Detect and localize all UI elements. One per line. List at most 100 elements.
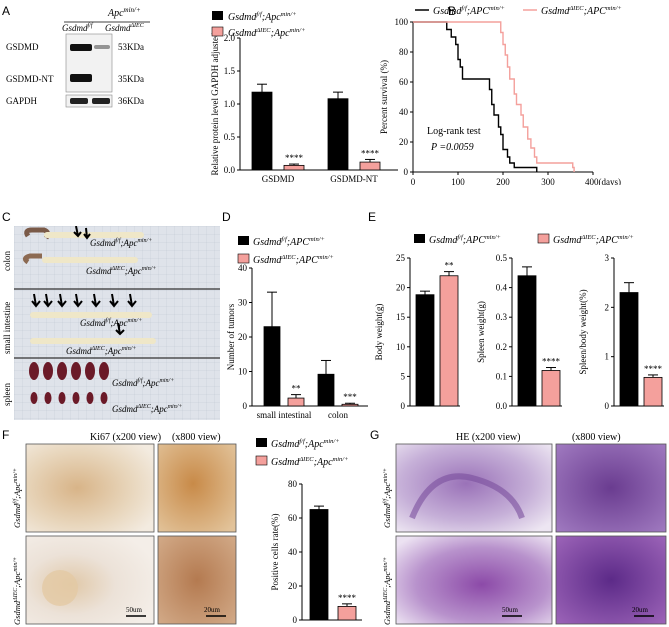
b-legend-iec: GsdmdΔIEC;APCmin/+	[541, 5, 622, 17]
panel-letter-a: A	[2, 4, 11, 18]
d-bar-1-1	[341, 403, 359, 407]
a-bar-1-0	[327, 98, 349, 171]
arrow-icon	[57, 293, 67, 308]
a-legend-iec: GsdmdΔIEC;Apcmin/+	[228, 27, 305, 39]
panel-letter-f: F	[2, 428, 10, 442]
e1-y-tick-label: 0.3	[496, 312, 508, 322]
chart-survival: 0 20 40 60 80 100 Percent survival (%) 0 100 200 3…	[379, 5, 622, 185]
ki67-ff-x200-image	[25, 443, 155, 533]
arrow-icon	[83, 227, 91, 240]
e2-bar-0	[619, 292, 639, 407]
e2-bar-1	[643, 376, 663, 407]
e1-y-tick-label: 0.0	[496, 401, 508, 411]
e0-y-tick-label: 15	[396, 312, 406, 322]
d-x-tick-label: small intestinal	[257, 410, 312, 420]
he-ff-x800-image	[555, 443, 667, 533]
e0-y-tick-label: 25	[396, 253, 406, 263]
panel-letter-d: D	[222, 210, 231, 224]
a-significance-label: ****	[285, 153, 304, 163]
f-y-tick-label: 0	[293, 615, 298, 625]
small-intestine-tissue-2	[30, 338, 156, 344]
e1-significance-label: ****	[542, 357, 561, 367]
panel-letter-c: C	[2, 210, 11, 224]
intestine-label-ff: Gsdmdf/f;Apcmin/+	[80, 317, 142, 328]
band-size-53: 53KDa	[118, 42, 144, 52]
b-y-tick-label: 60	[399, 77, 409, 87]
a-x-tick-label: GSDMD-NT	[330, 174, 378, 184]
d-y-tick-label: 0	[243, 401, 248, 411]
band-label-gsdmd-nt: GSDMD-NT	[6, 74, 54, 84]
tissue-row-labels: colon small intestine spleen	[2, 251, 12, 406]
band-size-36: 36KDa	[118, 96, 144, 106]
f-y-tick-label: 20	[288, 581, 298, 591]
d-y-tick-label: 30	[238, 298, 248, 308]
b-y-tick-label: 0	[404, 167, 409, 177]
e1-bar-1	[541, 370, 561, 407]
e2-y-tick-label: 3	[605, 253, 610, 263]
a-y-tick-label: 0.0	[224, 165, 236, 175]
scale-label-50: 50um	[502, 606, 519, 614]
scale-label-20: 20um	[204, 606, 221, 614]
a-significance-label: ****	[361, 148, 380, 158]
e1-y-tick-label: 0.1	[496, 371, 507, 381]
e0-y-tick-label: 0	[401, 401, 406, 411]
b-logrank-label: Log-rank test	[427, 126, 481, 137]
b-x-tick-label: 400(days)	[585, 177, 621, 185]
scale-label-50: 50um	[126, 606, 143, 614]
a-y-tick-label: 1.0	[224, 99, 236, 109]
e1-y-tick-label: 0.4	[496, 283, 508, 293]
d-y-tick-label: 10	[238, 367, 248, 377]
band-gapdh-lane1	[70, 98, 88, 104]
d-legend-iec: GsdmdΔIEC;APCmin/+	[253, 254, 334, 266]
b-x-tick-label: 200	[496, 177, 510, 185]
he-title: HE (x200 view)	[456, 432, 520, 443]
b-y-tick-label: 100	[395, 17, 409, 27]
e2-y-tick-label: 1	[605, 352, 610, 362]
arrow-icon	[73, 226, 82, 238]
f-bar-1	[337, 605, 357, 621]
blot-lane1-label: Gsdmdf/f	[62, 22, 94, 33]
a-y-tick-label: 2.0	[224, 33, 236, 43]
ki67-images: Ki67 (x200 view) (x800 view) 50um 20um G…	[12, 432, 237, 625]
colon-tissue-2-body	[42, 257, 138, 263]
arrow-icon	[109, 293, 119, 308]
arrow-icon	[91, 293, 101, 308]
f-y-tick-label: 80	[288, 479, 298, 489]
colon-tissue-1-body	[44, 232, 144, 238]
b-x-tick-label: 0	[411, 177, 416, 185]
chart-protein-level: 0.0 0.5 1.0 1.5 2.0 Relative protein level GA…	[210, 11, 398, 184]
d-x-tick-label: colon	[328, 410, 348, 420]
chart-tumor-number: 0 10 20 30 40 Number of tumors ** small intesti…	[226, 236, 368, 420]
arrow-icon	[31, 293, 41, 308]
e2-y-label: Spleen/body weight(%)	[578, 289, 588, 374]
f-legend-iec: GsdmdΔIEC;Apcmin/+	[271, 456, 348, 468]
d-bar-0-0	[263, 326, 281, 407]
ki67-iec-x800-image	[157, 535, 237, 625]
a-y-label: Relative protein level GAPDH adjusted	[210, 32, 220, 175]
e0-y-label: Body weight(g)	[374, 304, 384, 361]
intestine-label-iec: GsdmdΔIEC;Apcmin/+	[66, 346, 136, 356]
b-survival-line-1	[413, 21, 575, 172]
a-y-tick-label: 1.5	[224, 66, 236, 76]
arrow-icon	[43, 293, 53, 308]
blot-lane2-label: GsdmdΔIEC	[105, 23, 145, 33]
e0-y-tick-label: 5	[401, 371, 406, 381]
colon-tissue-2	[22, 253, 42, 265]
f-legend-swatch-iec	[255, 455, 268, 466]
blot-membrane	[65, 33, 113, 93]
e0-bar-0	[415, 294, 435, 407]
a-bar-0-1	[283, 164, 305, 171]
b-y-tick-label: 20	[399, 137, 409, 147]
chart-positive-cells: 0 20 40 60 80 Positive cells rate(%) **** Gsdmd…	[255, 438, 362, 625]
ki67-x800-title: (x800 view)	[172, 432, 221, 443]
f-y-label: Positive cells rate(%)	[270, 514, 280, 591]
band-size-35: 35KDa	[118, 74, 144, 84]
e0-y-tick-label: 20	[396, 283, 406, 293]
f-bar-0	[309, 509, 329, 621]
e0-significance-label: **	[445, 261, 455, 271]
band-gsdmd-lane2	[94, 45, 110, 49]
e-legend-ff: Gsdmdf/f;APCmin/+	[429, 234, 501, 246]
row-label-spleen: spleen	[2, 383, 12, 406]
arrow-icon	[73, 293, 83, 308]
